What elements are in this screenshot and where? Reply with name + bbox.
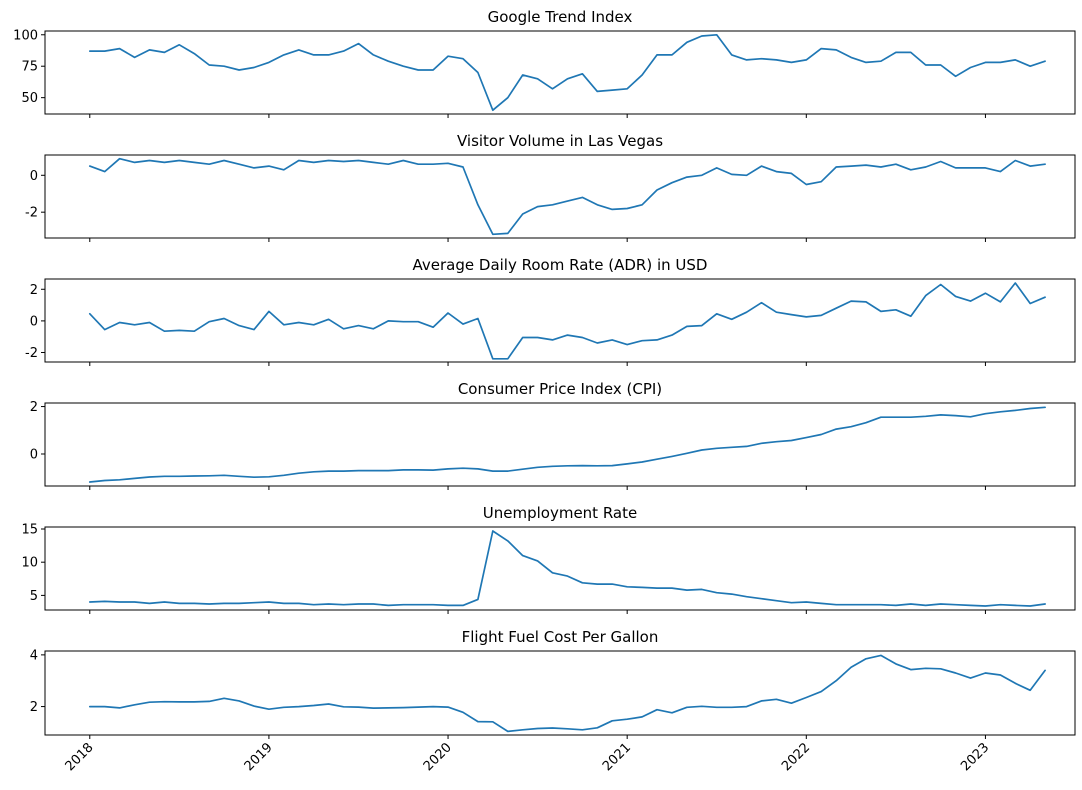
y-tick-label: 0 bbox=[30, 447, 38, 462]
series-line-5 bbox=[88, 530, 1046, 607]
y-tick-label: 5 bbox=[30, 589, 38, 604]
series-line-4 bbox=[88, 406, 1046, 483]
panel-title-6: Flight Fuel Cost Per Gallon bbox=[462, 628, 659, 646]
axes-frame-3 bbox=[44, 278, 1076, 363]
panel-title-3: Average Daily Room Rate (ADR) in USD bbox=[413, 256, 708, 274]
x-tick-label: 2018 bbox=[63, 740, 97, 774]
y-tick-label: -2 bbox=[25, 206, 38, 221]
panel-title-4: Consumer Price Index (CPI) bbox=[458, 380, 662, 398]
y-tick-label: 2 bbox=[30, 283, 38, 298]
x-tick-label: 2019 bbox=[242, 740, 276, 774]
axes-frame-6 bbox=[44, 650, 1076, 736]
series-line-1 bbox=[88, 33, 1046, 112]
x-tick-label: 2021 bbox=[600, 740, 634, 774]
axes-frame-5 bbox=[44, 526, 1076, 611]
axes-frame-2 bbox=[44, 154, 1076, 239]
x-tick-label: 2020 bbox=[421, 740, 455, 774]
series-line-2 bbox=[88, 157, 1046, 236]
axes-frame-4 bbox=[44, 402, 1076, 487]
series-line-3 bbox=[88, 282, 1046, 360]
panel-title-5: Unemployment Rate bbox=[483, 504, 637, 522]
x-tick-label: 2023 bbox=[958, 740, 992, 774]
y-tick-label: 50 bbox=[21, 91, 38, 106]
y-tick-label: 10 bbox=[21, 556, 38, 571]
y-tick-label: 100 bbox=[13, 28, 38, 43]
y-tick-label: 2 bbox=[30, 700, 38, 715]
y-tick-label: -2 bbox=[25, 346, 38, 361]
axes-frame-1 bbox=[44, 30, 1076, 115]
panel-title-1: Google Trend Index bbox=[488, 8, 633, 26]
y-tick-label: 2 bbox=[30, 400, 38, 415]
y-tick-label: 75 bbox=[21, 60, 38, 75]
y-tick-label: 0 bbox=[30, 314, 38, 329]
y-tick-label: 15 bbox=[21, 522, 38, 537]
y-tick-label: 0 bbox=[30, 169, 38, 184]
series-line-6 bbox=[88, 654, 1046, 733]
x-tick-label: 2022 bbox=[779, 740, 813, 774]
panel-title-2: Visitor Volume in Las Vegas bbox=[457, 132, 663, 150]
y-tick-label: 4 bbox=[30, 648, 38, 663]
